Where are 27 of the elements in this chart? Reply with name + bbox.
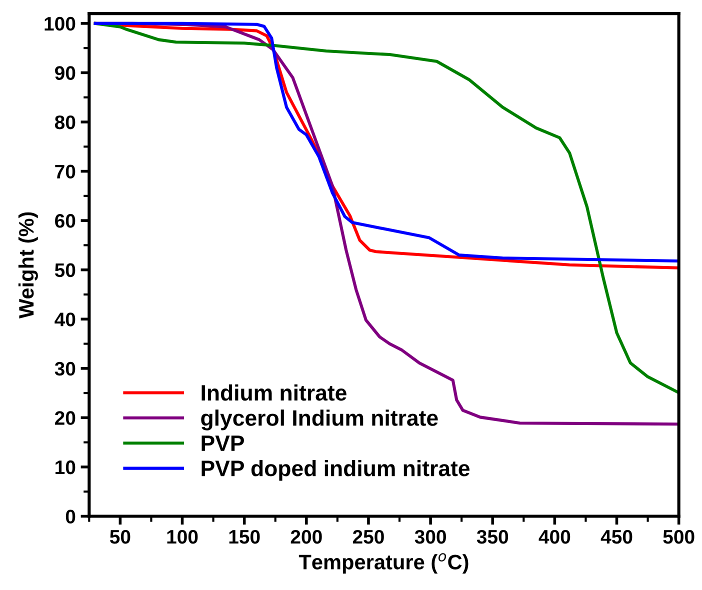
x-tick-label: 350 [476, 530, 508, 544]
y-axis-title: Weight (%) [18, 212, 38, 319]
y-tick-label: 40 [54, 312, 76, 326]
x-tick-label: 400 [538, 530, 570, 544]
y-tick-label: 70 [55, 164, 76, 179]
x-tick-label: 450 [600, 530, 632, 544]
legend-label: Indium nitrate [202, 384, 346, 401]
legend-label: PVP doped indium nitrate [202, 460, 470, 481]
x-axis-title: Temperature ($^{o}$C) [298, 553, 468, 574]
y-tick-label: 80 [54, 115, 76, 130]
y-tick-label: 0 [66, 510, 76, 524]
x-tick-label: 300 [414, 530, 446, 544]
y-tick-label: 10 [56, 460, 76, 474]
y-tick-label: 30 [54, 362, 76, 376]
y-tick-label: 60 [55, 214, 76, 228]
x-tick-label: 250 [352, 530, 384, 544]
x-tick-label: 100 [167, 530, 198, 544]
x-tick-label: 50 [110, 530, 130, 544]
y-tick-label: 100 [44, 16, 76, 31]
x-tick-label: 500 [663, 530, 694, 544]
x-tick-label: 150 [229, 530, 260, 544]
y-tick-label: 20 [55, 411, 76, 425]
legend-label: PVP [202, 436, 244, 451]
x-tick-label: 200 [290, 530, 322, 544]
legend-label: glycerol Indium nitrate [201, 410, 438, 430]
y-tick-label: 90 [55, 66, 76, 80]
y-tick-label: 50 [54, 263, 76, 278]
